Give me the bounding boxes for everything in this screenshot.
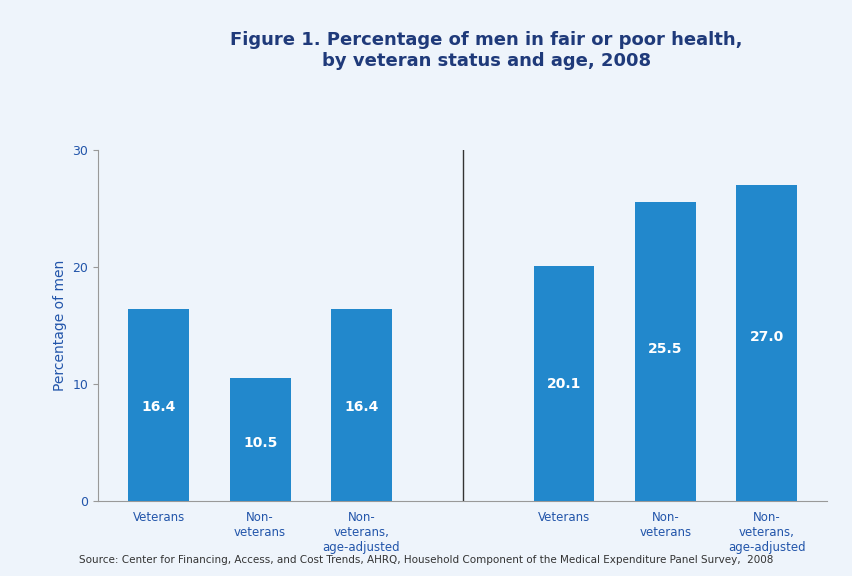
Bar <box>229 378 291 501</box>
Y-axis label: Percentage of men: Percentage of men <box>53 260 66 391</box>
Text: 16.4: 16.4 <box>141 400 176 414</box>
Bar <box>735 185 796 501</box>
Text: 16.4: 16.4 <box>344 400 378 414</box>
Text: 25.5: 25.5 <box>648 342 682 356</box>
Bar <box>129 309 189 501</box>
Text: 20.1: 20.1 <box>546 377 580 391</box>
Bar <box>634 203 695 501</box>
Text: 10.5: 10.5 <box>243 435 277 449</box>
Text: 27.0: 27.0 <box>749 330 783 344</box>
Text: Figure 1. Percentage of men in fair or poor health,
by veteran status and age, 2: Figure 1. Percentage of men in fair or p… <box>230 31 741 70</box>
Bar <box>533 266 594 501</box>
Text: Source: Center for Financing, Access, and Cost Trends, AHRQ, Household Component: Source: Center for Financing, Access, an… <box>79 555 773 565</box>
Bar <box>331 309 391 501</box>
